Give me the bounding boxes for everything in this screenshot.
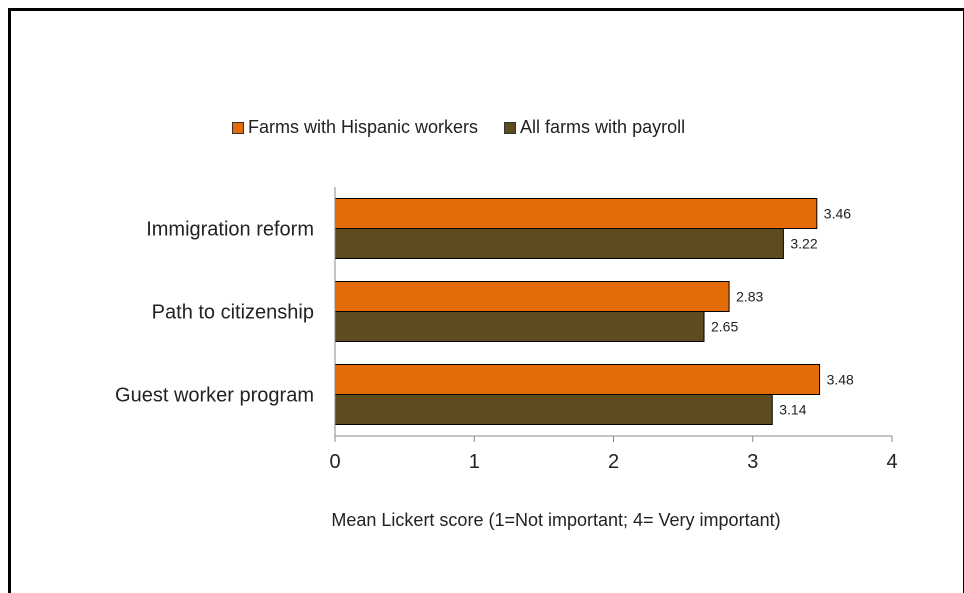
- x-tick-label: 1: [469, 451, 480, 473]
- category-label: Guest worker program: [115, 385, 314, 407]
- category-label: Immigration reform: [146, 219, 314, 241]
- x-tick-label: 0: [329, 451, 340, 473]
- bar-all-farms: [334, 228, 784, 259]
- bar-all-farms: [334, 311, 705, 342]
- data-label: 3.14: [779, 402, 806, 418]
- x-tick-label: 3: [747, 451, 758, 473]
- legend: Farms with Hispanic workers All farms wi…: [232, 117, 711, 138]
- data-label: 3.22: [790, 236, 817, 252]
- legend-item-hispanic: Farms with Hispanic workers: [232, 117, 478, 138]
- x-tick-label: 2: [608, 451, 619, 473]
- bar-hispanic: [334, 281, 730, 312]
- data-label: 2.83: [736, 289, 763, 305]
- bar-all-farms: [334, 394, 773, 425]
- legend-swatch-all-farms: [504, 121, 517, 134]
- data-label: 3.46: [824, 206, 851, 222]
- legend-swatch-hispanic: [232, 121, 244, 134]
- data-label: 2.65: [711, 319, 738, 335]
- legend-label-hispanic: Farms with Hispanic workers: [248, 117, 479, 137]
- category-label: Path to citizenship: [152, 302, 314, 324]
- legend-item-all-farms: All farms with payroll: [504, 117, 685, 138]
- bar-hispanic: [334, 364, 821, 395]
- legend-label-all-farms: All farms with payroll: [520, 117, 686, 137]
- x-axis-title: Mean Lickert score (1=Not important; 4= …: [331, 510, 780, 530]
- data-label: 3.48: [827, 372, 854, 388]
- bar-hispanic: [334, 198, 818, 229]
- x-tick-label: 4: [886, 451, 897, 473]
